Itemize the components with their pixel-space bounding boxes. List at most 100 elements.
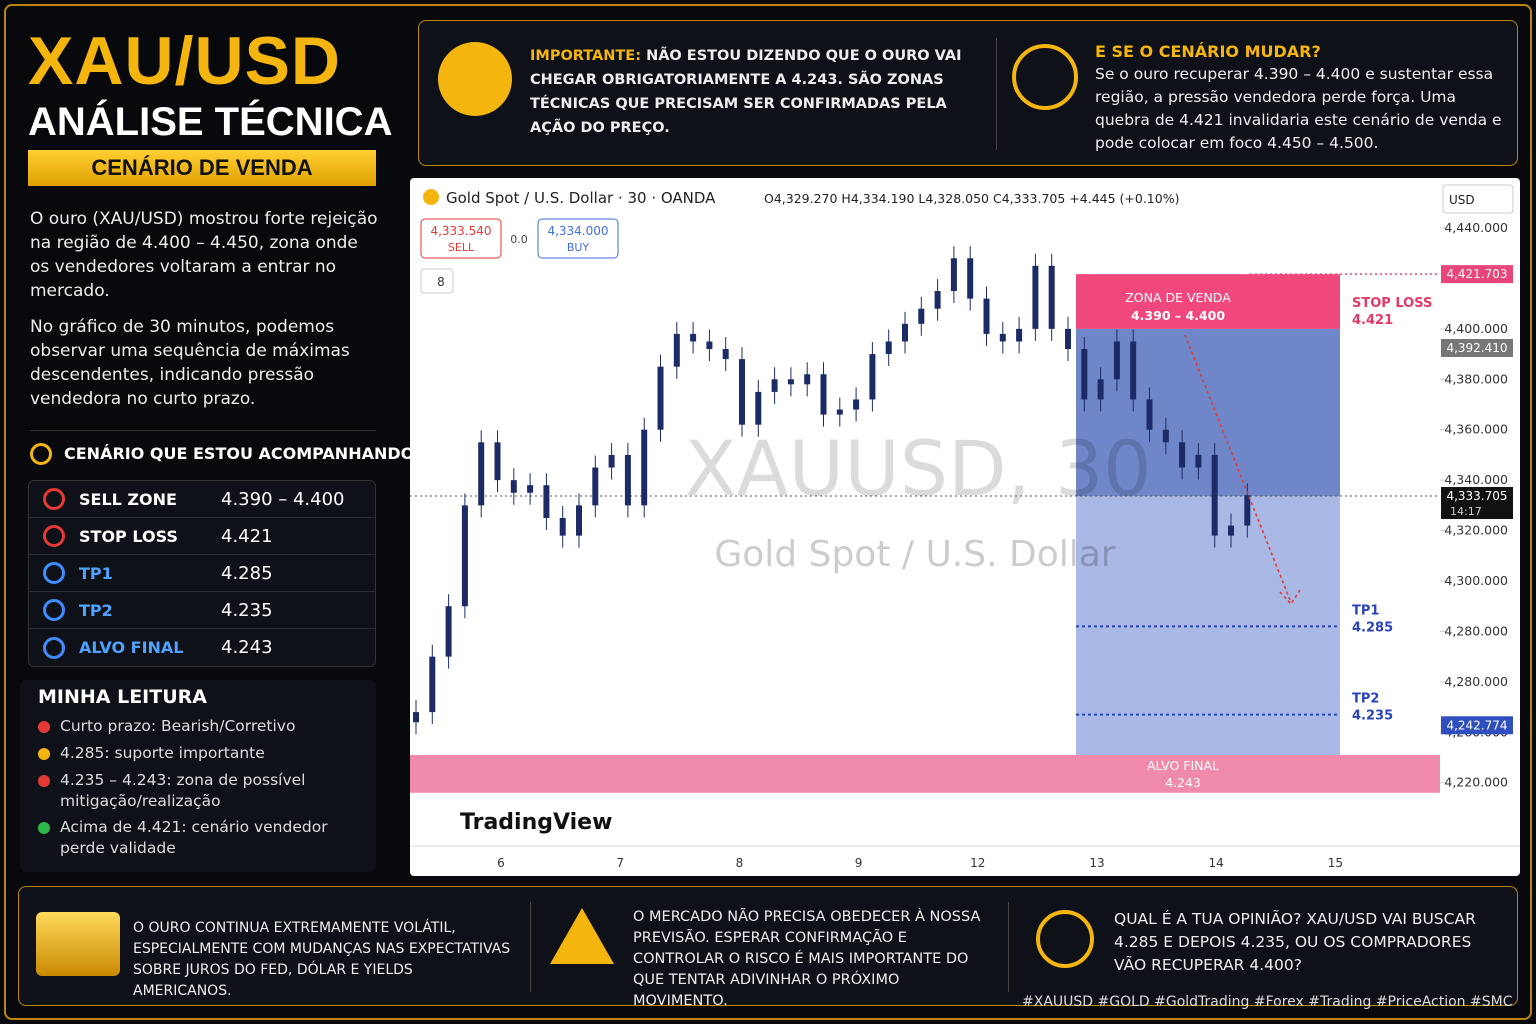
row-value: 4.285	[221, 562, 273, 584]
candle	[787, 379, 794, 385]
reading-title: MINHA LEITURA	[38, 686, 207, 708]
candle	[478, 442, 485, 506]
price-tag-time: 14:17	[1450, 505, 1482, 518]
reading-text: Acima de 4.421: cenário vendedor perde v…	[60, 818, 328, 857]
candle	[950, 258, 957, 292]
row-icon	[43, 488, 65, 510]
title: ANÁLISE TÉCNICA	[28, 100, 393, 144]
row-name: TP1	[79, 563, 113, 583]
footer-text: O MERCADO NÃO PRECISA OBEDECER À NOSSA P…	[633, 909, 981, 1009]
y-tick-label: 4,360.000	[1444, 422, 1508, 437]
candle	[445, 606, 452, 657]
footer-text: QUAL É A TUA OPINIÃO? XAU/USD VAI BUSCAR…	[1114, 910, 1476, 974]
reading-text: 4.235 – 4.243: zona de possível mitigaçã…	[60, 771, 306, 810]
candle	[820, 374, 827, 415]
price-tag-label: 4,242.774	[1446, 718, 1507, 732]
scenario-table: SELL ZONE 4.390 – 4.400 STOP LOSS 4.421 TP1 4…	[28, 480, 376, 667]
candle	[494, 442, 501, 481]
final-label: ALVO FINAL	[1147, 758, 1219, 773]
tp2-value: 4.235	[1352, 709, 1393, 724]
x-tick-label: 12	[970, 856, 985, 870]
candle	[1016, 328, 1023, 342]
scenario-row: TP2 4.235	[29, 592, 375, 629]
note-text: NÃO ESTOU DIZENDO QUE O OURO VAI CHEGAR …	[530, 48, 962, 136]
reading-text: Curto prazo: Bearish/Corretivo	[60, 717, 296, 735]
watermark-sub: Gold Spot / U.S. Dollar	[714, 534, 1115, 575]
row-name: SELL ZONE	[79, 489, 177, 509]
currency: USD	[1449, 193, 1475, 207]
sell-box	[420, 218, 502, 259]
brand: TradingView	[460, 810, 612, 835]
y-tick-label: 4,280.000	[1444, 674, 1508, 689]
x-tick-label: 13	[1089, 856, 1104, 870]
y-tick-label: 4,340.000	[1444, 472, 1508, 487]
x-tick-label: 15	[1328, 856, 1343, 870]
candle	[1065, 328, 1071, 350]
row-icon	[43, 636, 65, 659]
candle	[771, 379, 778, 392]
row-name: TP2	[79, 600, 113, 620]
bullet	[38, 721, 50, 733]
notes-panel	[418, 20, 1518, 166]
scenario-row: ALVO FINAL 4.243	[29, 629, 375, 666]
sell-label: SELL	[448, 241, 475, 254]
indicator-box	[420, 268, 454, 294]
candle	[624, 454, 631, 506]
spread: 0.0	[510, 233, 528, 246]
intro-text: O ouro (XAU/USD) mostrou forte rejeição …	[30, 209, 378, 301]
frame	[4, 4, 1532, 1020]
footer-text: O OURO CONTINUA EXTREMAMENTE VOLÁTIL, ES…	[133, 920, 511, 999]
candle	[853, 399, 860, 410]
candle	[885, 341, 892, 355]
candle	[934, 291, 941, 309]
candle	[1179, 442, 1186, 468]
symbol: XAU/USD	[28, 23, 342, 99]
hashtags: #XAUUSD #GOLD #GoldTrading #Forex #Tradi…	[1022, 994, 1513, 1010]
stop-value: 4.421	[1352, 313, 1393, 328]
row-icon	[43, 525, 65, 547]
candle	[1228, 525, 1234, 536]
price-tag	[1441, 487, 1513, 520]
bullet	[38, 775, 50, 787]
candle	[1130, 341, 1137, 400]
price-tag-label: 4,421.703	[1446, 267, 1507, 281]
y-tick-label: 4,300.000	[1444, 573, 1508, 588]
row-value: 4.235	[221, 599, 273, 621]
tp1-label: TP1	[1352, 603, 1379, 618]
candle	[592, 467, 599, 506]
stop-label: STOP LOSS	[1352, 296, 1432, 311]
candle	[559, 517, 566, 536]
change-icon	[1012, 44, 1078, 110]
note-lead: E SE O CENÁRIO MUDAR?	[1095, 42, 1321, 61]
row-name: ALVO FINAL	[79, 638, 184, 657]
reading-item: Curto prazo: Bearish/Corretivo	[38, 716, 358, 737]
candle	[543, 485, 550, 518]
candle	[510, 480, 517, 493]
footer	[18, 886, 1518, 1006]
reading-text: 4.285: suporte importante	[60, 744, 265, 762]
y-tick-label: 4,440.000	[1444, 220, 1508, 235]
reading-item: 4.285: suporte importante	[38, 743, 358, 764]
y-tick-label: 4,400.000	[1444, 321, 1508, 336]
candle	[983, 298, 990, 334]
divider	[30, 430, 376, 431]
x-tick-label: 7	[616, 856, 624, 870]
buy-price: 4,334.000	[547, 224, 608, 238]
note-text: Se o ouro recuperar 4.390 – 4.400 e sust…	[1095, 65, 1502, 152]
x-tick-label: 14	[1209, 856, 1224, 870]
price-tag-label: 4,392.410	[1446, 341, 1507, 355]
chart-symbol: Gold Spot / U.S. Dollar · 30 · OANDA	[446, 189, 716, 207]
candle	[673, 333, 680, 367]
price-tag-label: 4,333.705	[1446, 489, 1507, 503]
candle	[1146, 399, 1153, 430]
candle	[1244, 495, 1251, 526]
chart-ohlc: O4,329.270 H4,334.190 L4,328.050 C4,333.…	[764, 191, 1179, 206]
row-icon	[43, 562, 65, 584]
bullet	[38, 748, 50, 760]
badge: CENÁRIO DE VENDA	[28, 150, 376, 186]
bulb-icon	[438, 42, 512, 116]
price-tag	[1441, 265, 1513, 284]
scenario-row: SELL ZONE 4.390 – 4.400	[29, 481, 375, 518]
candle	[576, 505, 582, 536]
